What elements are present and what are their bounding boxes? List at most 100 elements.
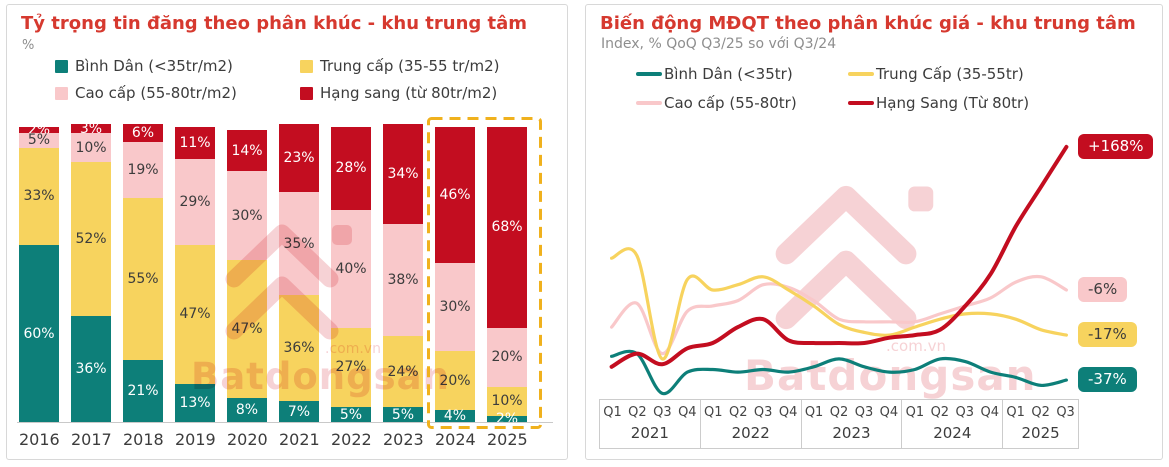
bar-segment: 21%	[123, 360, 163, 422]
end-label-badge: -6%	[1078, 277, 1128, 302]
bar-segment: 5%	[383, 407, 423, 422]
quarter-labels: Q1 Q2 Q3 Q4	[600, 400, 700, 420]
bar-2019: 13% 47% 29% 11%	[175, 127, 215, 422]
bar-2020: 8% 47% 30% 14%	[227, 129, 267, 422]
bar-segment: 40%	[331, 209, 371, 328]
quarter-label: Q3	[1056, 405, 1075, 420]
bar-2023: 5% 24% 38% 34%	[383, 124, 423, 422]
legend-swatch-icon	[55, 59, 68, 73]
quarter-labels: Q1 Q2 Q3 Q4	[701, 400, 801, 420]
bar-value-label: 36%	[75, 360, 107, 377]
legend-label: Cao cấp (55-80tr)	[664, 94, 797, 112]
bar-value-label: 47%	[231, 321, 263, 338]
legend-label: Trung Cấp (35-55tr)	[876, 65, 1024, 83]
bar-value-label: 4%	[443, 408, 467, 425]
quarter-label: Q4	[879, 405, 899, 420]
quarter-label: Q4	[980, 405, 999, 420]
bar-segment: 36%	[71, 315, 111, 422]
legend-item: Bình Dân (<35tr/m2)	[55, 57, 300, 75]
x-axis-year-label: 2023	[383, 430, 424, 449]
bar-2022: 5% 27% 40% 28%	[331, 127, 371, 422]
bar-segment: 38%	[383, 224, 423, 337]
bar-value-label: 2%	[495, 411, 519, 428]
quarter-labels: Q1 Q2 Q3 Q4	[802, 400, 902, 420]
legend-label: Bình Dân (<35tr/m2)	[75, 57, 233, 75]
quarter-label: Q3	[955, 405, 975, 420]
bar-value-label: 33%	[23, 188, 55, 205]
quarter-label: Q1	[1006, 405, 1025, 420]
bar-segment: 52%	[71, 162, 111, 316]
legend-item: Hạng sang (từ 80tr/m2)	[300, 84, 499, 102]
quarter-label: Q2	[728, 405, 748, 420]
legend-label: Hạng sang (từ 80tr/m2)	[320, 84, 498, 102]
x-axis-year-label: 2019	[175, 430, 216, 449]
legend-label: Bình Dân (<35tr)	[664, 65, 793, 83]
x-axis-group-2022: Q1 Q2 Q3 Q4 2022	[699, 400, 801, 448]
bar-segment: 46%	[435, 127, 475, 263]
left-chart-card: Tỷ trọng tin đăng theo phân khúc - khu t…	[6, 4, 568, 460]
quarter-label: Q2	[628, 405, 647, 420]
left-chart-unit-label: %	[22, 38, 35, 53]
bar-segment: 60%	[19, 245, 59, 422]
bar-segment: 10%	[71, 132, 111, 163]
end-label-badge: -17%	[1078, 322, 1137, 348]
bar-value-label: 10%	[491, 393, 523, 410]
left-chart-legend: Bình Dân (<35tr/m2) Trung cấp (35-55 tr/m…	[55, 57, 499, 102]
quarter-label: Q4	[678, 405, 697, 420]
bar-segment: 30%	[435, 262, 475, 352]
quarter-label: Q2	[930, 405, 950, 420]
left-chart-title: Tỷ trọng tin đăng theo phân khúc - khu t…	[21, 13, 528, 34]
right-chart-title: Biến động MĐQT theo phân khúc giá - khu …	[600, 13, 1136, 34]
bar-segment: 24%	[383, 336, 423, 408]
bar-segment: 34%	[383, 124, 423, 225]
bar-segment: 35%	[279, 191, 319, 296]
x-axis-table: Q1 Q2 Q3 Q4 2021 Q1 Q2 Q3 Q4 2022 Q1 Q2 Q3 Q4 2023 Q1 Q2…	[599, 399, 1079, 449]
legend-item: Trung cấp (35-55 tr/m2)	[300, 57, 499, 75]
bar-value-label: 21%	[127, 383, 159, 400]
bar-value-label: 47%	[179, 306, 211, 323]
bar-segment: 14%	[227, 129, 267, 172]
x-axis-year-label: 2021	[279, 430, 320, 449]
bar-value-label: 8%	[235, 402, 259, 419]
bar-segment: 68%	[487, 127, 527, 328]
bar-segment: 30%	[227, 171, 267, 260]
x-axis-year-label: 2018	[123, 430, 164, 449]
quarter-label: Q1	[603, 405, 622, 420]
line-chart	[609, 144, 1069, 396]
bar-segment: 47%	[227, 259, 267, 399]
end-label-badge: -37%	[1078, 367, 1137, 393]
bar-value-label: 28%	[335, 160, 367, 177]
bar-value-label: 10%	[75, 139, 107, 156]
legend-label: Trung cấp (35-55 tr/m2)	[320, 57, 500, 75]
bar-value-label: 24%	[387, 363, 419, 380]
legend-item: Cao cấp (55-80tr/m2)	[55, 84, 300, 102]
bar-value-label: 3%	[79, 120, 103, 137]
bar-value-label: 29%	[179, 194, 211, 211]
right-chart-subtitle: Index, % QoQ Q3/25 so với Q3/24	[601, 36, 837, 52]
bar-value-label: 23%	[283, 150, 315, 166]
x-axis-year-label: 2016	[19, 430, 60, 449]
quarter-label: Q1	[804, 405, 824, 420]
bar-value-label: 6%	[131, 124, 155, 141]
bar-segment: 11%	[175, 127, 215, 160]
quarter-label: Q1	[704, 405, 723, 420]
quarter-label: Q4	[778, 405, 798, 420]
bar-segment: 23%	[279, 124, 319, 192]
bar-value-label: 14%	[231, 142, 263, 159]
bar-value-label: 7%	[287, 403, 311, 420]
bar-2016: 60% 33% 5% 2%	[19, 123, 59, 422]
x-axis-year-label: 2025	[487, 430, 528, 449]
year-label: 2023	[832, 424, 871, 442]
bar-value-label: 46%	[439, 186, 471, 203]
stacked-bar-chart: 60% 33% 5% 2% 36% 52% 10% 3% 21% 55% 19% 6% 13% 47% 29…	[19, 122, 527, 426]
x-axis-year-label: 2022	[331, 430, 372, 449]
bar-segment: 19%	[123, 141, 163, 198]
bar-segment: 20%	[435, 351, 475, 411]
bar-value-label: 36%	[283, 340, 315, 357]
end-label-badge: +168%	[1078, 133, 1154, 159]
bar-value-label: 40%	[335, 260, 367, 277]
legend-swatch-icon	[55, 86, 68, 100]
bar-value-label: 34%	[387, 166, 419, 183]
bar-segment: 5%	[331, 407, 371, 422]
x-axis-group-2024: Q1 Q2 Q3 Q4 2024	[901, 400, 1002, 448]
